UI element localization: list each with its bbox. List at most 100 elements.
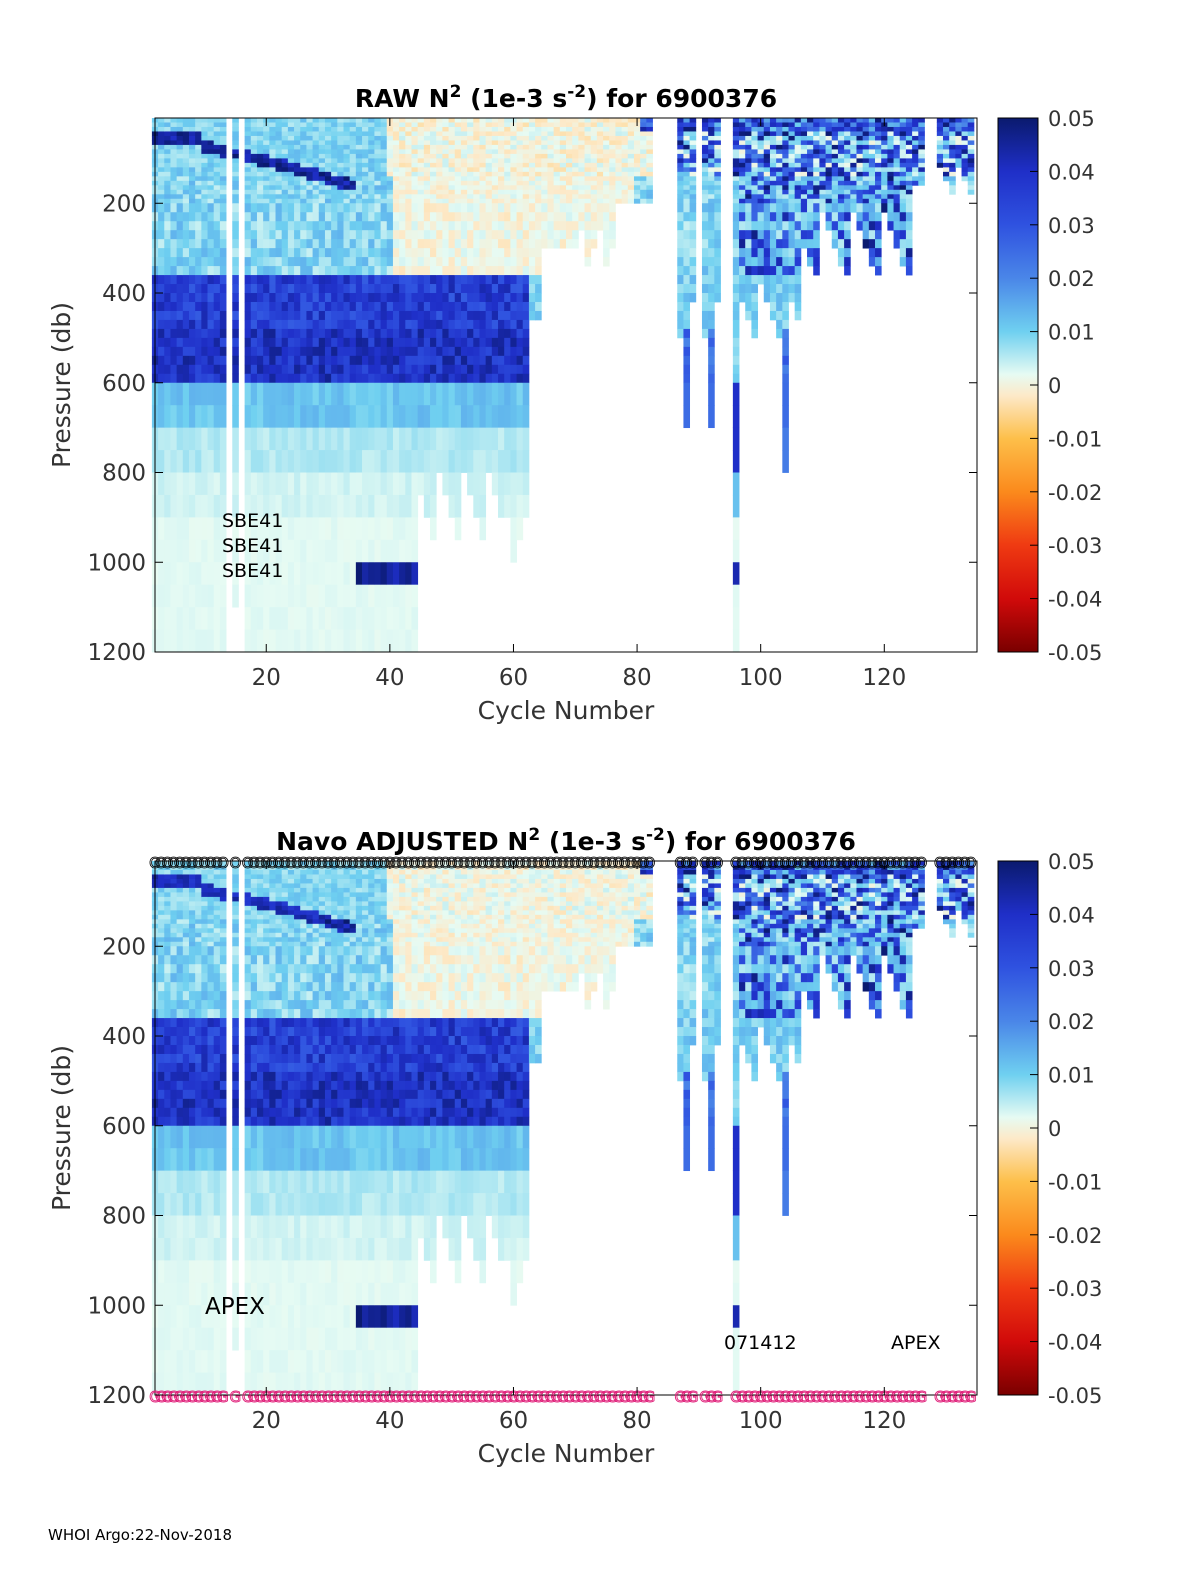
heatmap-cell [528,180,536,186]
heatmap-cell [392,185,400,191]
heatmap-cell [547,144,555,150]
heatmap-cell [899,126,907,132]
heatmap-cell [374,494,381,518]
heatmap-cell [164,1148,171,1172]
heatmap-cell [485,122,493,128]
heatmap-cell [324,266,332,276]
heatmap-cell [312,180,320,186]
heatmap-cell [164,450,171,473]
heatmap-cell [436,198,443,204]
heatmap-cell [294,472,301,496]
heatmap-cell [448,131,456,137]
heatmap-cell [188,494,196,518]
heatmap-cell [844,248,851,258]
heatmap-cell [164,185,171,191]
heatmap-cell [164,212,171,222]
heatmap-cell [164,1116,171,1127]
heatmap-cell [232,149,239,155]
heatmap-cell [794,162,802,168]
heatmap-cell [825,221,833,231]
heatmap-cell [442,212,449,222]
heatmap-cell [213,149,221,155]
heatmap-cell [522,472,530,496]
heatmap-cell [188,955,196,965]
heatmap-cell [448,203,456,213]
heatmap-cell [331,355,338,366]
heatmap-cell [164,1027,171,1037]
heatmap-cell [807,203,814,213]
heatmap-cell [324,221,332,231]
heatmap-cell [300,171,307,177]
heatmap-cell [195,135,202,141]
heatmap-cell [176,450,184,473]
heatmap-cell [522,346,530,357]
heatmap-cell [609,180,616,186]
heatmap-cell [448,176,456,182]
heatmap-cell [473,346,480,357]
heatmap-cell [380,198,388,204]
heatmap-cell [609,149,616,155]
heatmap-cell [491,167,499,173]
heatmap-cell [195,221,202,231]
heatmap-cell [207,405,215,429]
heatmap-cell [553,194,561,200]
heatmap-cell [708,405,715,429]
heatmap-cell [757,239,765,249]
heatmap-cell [479,257,487,267]
heatmap-cell [195,861,202,866]
heatmap-cell [219,517,227,541]
heatmap-cell [825,126,833,132]
heatmap-cell [689,122,697,128]
heatmap-cell [158,158,165,164]
heatmap-cell [467,194,474,200]
heatmap-cell [485,167,493,173]
heatmap-cell [343,346,351,357]
heatmap-cell [182,472,190,496]
heatmap-cell [176,861,184,866]
heatmap-cell [522,203,530,213]
heatmap-cell [207,319,215,330]
heatmap-cell [714,221,721,231]
heatmap-cell [547,176,555,182]
heatmap-cell [535,149,542,155]
heatmap-cell [856,185,864,191]
heatmap-cell [188,928,196,934]
heatmap-cell [380,122,388,128]
heatmap-cell [825,118,833,123]
heatmap-cell [195,1018,202,1028]
heatmap-cell [232,198,239,204]
heatmap-cell [473,494,480,518]
heatmap-cell [949,162,956,168]
heatmap-cell [331,405,338,429]
heatmap-cell [522,230,530,240]
heatmap-cell [380,364,388,375]
heatmap-cell [405,382,412,406]
heatmap-cell [392,257,400,267]
heatmap-cell [349,382,357,406]
heatmap-cell [782,198,789,204]
heatmap-cell [572,212,579,222]
heatmap-cell [275,584,283,608]
heatmap-cell [609,176,616,182]
heatmap-cells [151,861,975,1396]
heatmap-cell [572,122,579,128]
heatmap-cell [794,221,802,231]
heatmap-cell [287,185,295,191]
heatmap-cell [368,364,375,375]
heatmap-cell [368,140,375,146]
heatmap-cell [176,1148,184,1172]
heatmap-cell [535,301,542,312]
heatmap-cell [708,171,715,177]
heatmap-cell [294,337,301,348]
heatmap-cell [460,364,468,375]
heatmap-cell [337,364,344,375]
heatmap-cell [250,131,258,137]
heatmap-cell [553,167,561,173]
heatmap-cell [498,319,505,330]
heatmap-cell [368,284,375,294]
heatmap-cell [331,122,338,128]
heatmap-cell [399,328,406,339]
heatmap-cell [164,337,171,348]
heatmap-cell [417,346,425,357]
heatmap-cell [609,140,616,146]
